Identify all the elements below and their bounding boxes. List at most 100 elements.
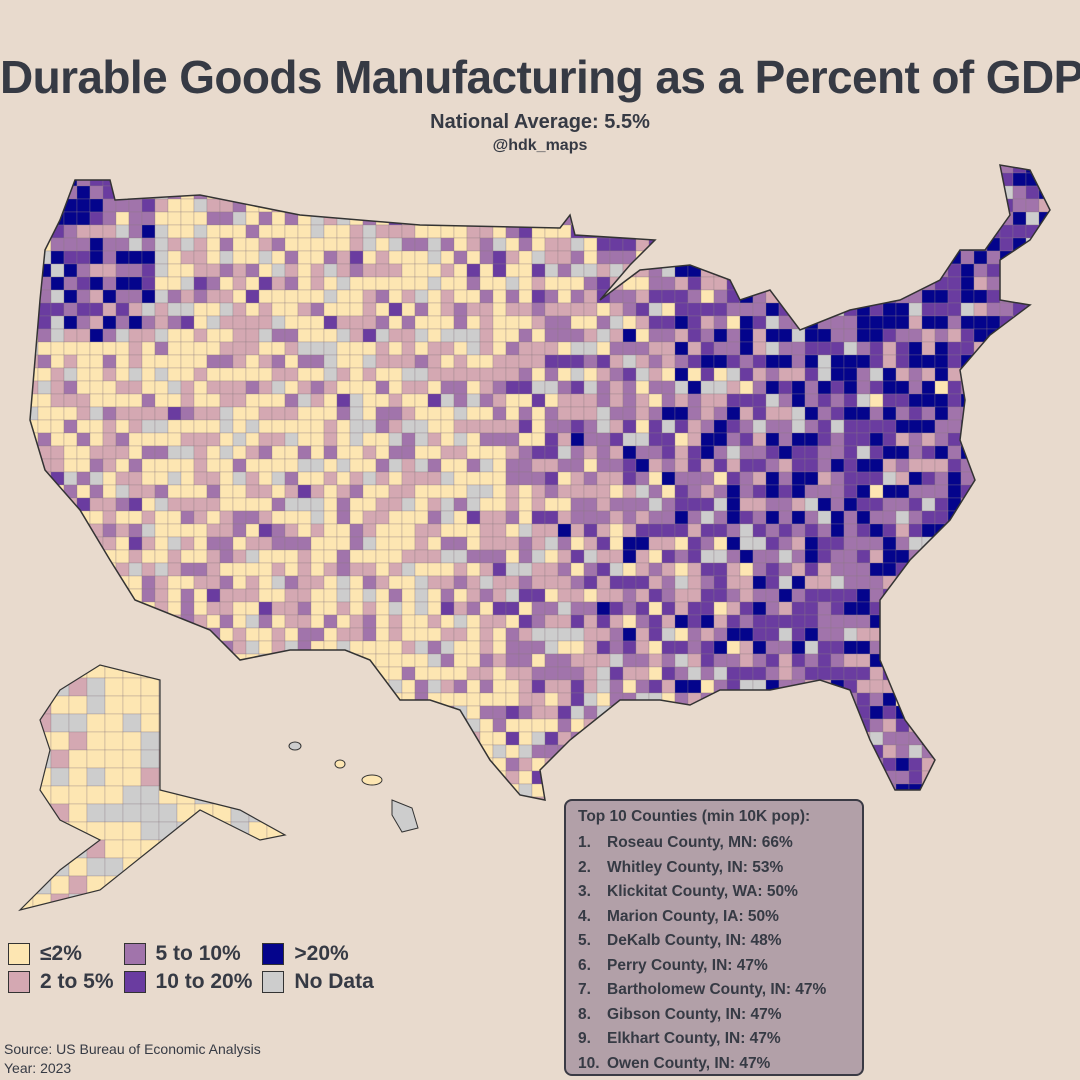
- county-cell: [648, 627, 663, 642]
- county-cell: [310, 627, 325, 642]
- county-cell: [739, 705, 754, 720]
- county-cell: [492, 458, 507, 473]
- county-cell: [323, 263, 338, 278]
- county-cell: [219, 354, 234, 369]
- county-cell: [427, 250, 442, 265]
- county-cell: [596, 406, 611, 421]
- county-cell: [453, 341, 468, 356]
- county-cell: [973, 705, 988, 720]
- county-cell: [20, 875, 34, 895]
- county-cell: [388, 783, 403, 798]
- county-cell: [752, 211, 767, 226]
- county-cell: [765, 536, 780, 551]
- county-cell: [271, 185, 286, 200]
- county-cell: [323, 653, 338, 668]
- county-cell: [700, 250, 715, 265]
- county-cell: [700, 510, 715, 525]
- county-cell: [765, 731, 780, 746]
- county-cell: [63, 354, 78, 369]
- county-cell: [154, 302, 169, 317]
- county-cell: [310, 276, 325, 291]
- county-cell: [102, 627, 117, 642]
- county-cell: [180, 627, 195, 642]
- county-cell: [791, 705, 806, 720]
- county-cell: [583, 536, 598, 551]
- county-cell: [401, 393, 416, 408]
- county-cell: [453, 653, 468, 668]
- county-cell: [817, 250, 832, 265]
- county-cell: [908, 393, 923, 408]
- county-cell: [1038, 471, 1050, 486]
- county-cell: [375, 211, 390, 226]
- county-cell: [1025, 614, 1040, 629]
- county-cell: [674, 471, 689, 486]
- county-cell: [37, 367, 52, 382]
- county-cell: [86, 821, 106, 841]
- county-cell: [440, 289, 455, 304]
- county-cell: [869, 458, 884, 473]
- county-cell: [843, 718, 858, 733]
- county-cell: [180, 302, 195, 317]
- county-cell: [843, 705, 858, 720]
- county-cell: [219, 588, 234, 603]
- county-cell: [245, 679, 260, 694]
- county-cell: [1012, 588, 1027, 603]
- county-cell: [661, 484, 676, 499]
- county-cell: [765, 627, 780, 642]
- county-cell: [453, 796, 468, 800]
- county-cell: [622, 562, 637, 577]
- county-cell: [154, 666, 169, 681]
- county-cell: [817, 471, 832, 486]
- county-cell: [921, 211, 936, 226]
- county-cell: [882, 185, 897, 200]
- county-cell: [206, 367, 221, 382]
- county-cell: [661, 393, 676, 408]
- county-cell: [479, 302, 494, 317]
- county-cell: [193, 263, 208, 278]
- county-cell: [104, 893, 124, 910]
- county-cell: [947, 718, 962, 733]
- county-cell: [258, 419, 273, 434]
- county-cell: [50, 432, 65, 447]
- county-cell: [778, 276, 793, 291]
- county-cell: [622, 172, 637, 187]
- county-cell: [310, 263, 325, 278]
- county-cell: [882, 744, 897, 759]
- county-cell: [141, 302, 156, 317]
- county-cell: [1025, 165, 1040, 174]
- county-cell: [908, 445, 923, 460]
- county-cell: [219, 666, 234, 681]
- county-cell: [401, 614, 416, 629]
- county-cell: [570, 367, 585, 382]
- county-cell: [427, 536, 442, 551]
- county-cell: [986, 165, 1001, 174]
- county-cell: [531, 263, 546, 278]
- county-cell: [89, 237, 104, 252]
- county-cell: [518, 731, 533, 746]
- county-cell: [362, 562, 377, 577]
- county-cell: [921, 601, 936, 616]
- county-cell: [531, 718, 546, 733]
- county-cell: [206, 510, 221, 525]
- county-cell: [37, 185, 52, 200]
- county-cell: [843, 575, 858, 590]
- county-cell: [180, 575, 195, 590]
- county-cell: [700, 406, 715, 421]
- county-cell: [596, 458, 611, 473]
- county-cell: [921, 237, 936, 252]
- county-cell: [1038, 783, 1050, 798]
- county-cell: [817, 224, 832, 239]
- county-cell: [713, 692, 728, 707]
- county-cell: [791, 341, 806, 356]
- county-cell: [232, 588, 247, 603]
- county-cell: [908, 497, 923, 512]
- county-cell: [297, 380, 312, 395]
- county-cell: [726, 406, 741, 421]
- county-cell: [700, 536, 715, 551]
- county-cell: [830, 562, 845, 577]
- county-cell: [1038, 172, 1050, 187]
- county-cell: [32, 731, 52, 751]
- county-cell: [648, 341, 663, 356]
- county-cell: [427, 471, 442, 486]
- county-cell: [713, 484, 728, 499]
